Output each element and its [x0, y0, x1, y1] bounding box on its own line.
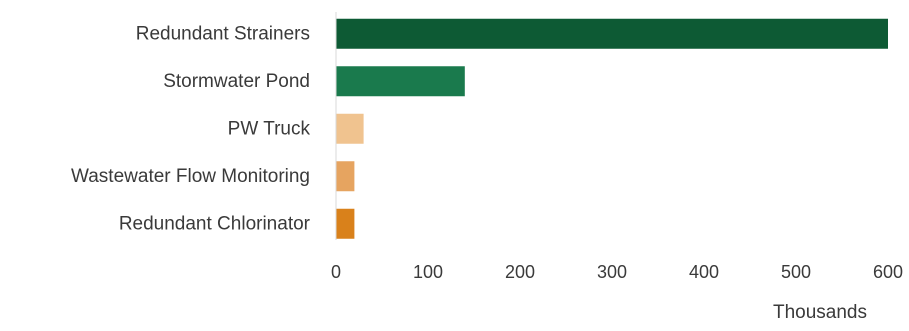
category-label: Redundant Strainers: [136, 23, 310, 44]
x-tick-labels: 0 100 200 300 400 500 600: [331, 262, 903, 282]
x-tick-label: 500: [781, 262, 811, 282]
x-tick-label: 100: [413, 262, 443, 282]
bar-stormwater-pond: [336, 66, 465, 97]
x-tick-label: 400: [689, 262, 719, 282]
category-label: Wastewater Flow Monitoring: [71, 166, 310, 187]
x-tick-label: 600: [873, 262, 903, 282]
x-tick-label: 200: [505, 262, 535, 282]
bars-group: [336, 18, 888, 239]
x-axis-title: Thousands: [773, 302, 867, 323]
category-label: PW Truck: [228, 118, 311, 139]
bar-pw-truck: [336, 113, 364, 144]
bar-redundant-strainers: [336, 18, 888, 49]
category-labels: Redundant Strainers Stormwater Pond PW Tru…: [71, 23, 311, 234]
x-tick-label: 300: [597, 262, 627, 282]
bar-wastewater-flow-monitoring: [336, 161, 355, 192]
bar-redundant-chlorinator: [336, 208, 355, 239]
category-label: Stormwater Pond: [163, 71, 310, 92]
x-tick-label: 0: [331, 262, 341, 282]
category-label: Redundant Chlorinator: [119, 213, 311, 234]
